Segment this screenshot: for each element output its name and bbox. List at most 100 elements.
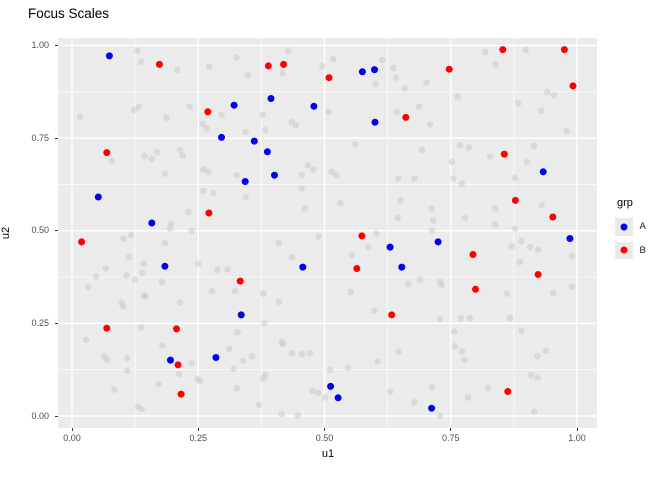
background-point: [428, 227, 436, 234]
background-point: [456, 141, 464, 149]
background-point: [138, 269, 146, 277]
data-point-grp-B: [445, 65, 453, 73]
background-point: [233, 54, 240, 61]
data-point-grp-B: [280, 60, 288, 68]
background-point: [123, 272, 130, 279]
data-point-grp-B: [402, 113, 410, 121]
background-point: [523, 158, 531, 166]
background-point: [179, 152, 186, 159]
plot-panel: [58, 38, 597, 428]
background-point: [203, 125, 211, 132]
background-point: [159, 342, 166, 349]
background-point: [395, 348, 403, 355]
background-point: [208, 287, 216, 295]
x-axis-tick-mark: [71, 428, 73, 431]
background-point: [506, 314, 514, 322]
data-point-grp-B: [569, 82, 577, 90]
y-axis-tick-mark: [55, 45, 58, 46]
data-point-grp-B: [560, 46, 568, 54]
background-point: [288, 254, 296, 261]
background-point: [218, 111, 225, 119]
background-point: [333, 171, 340, 179]
background-point: [315, 389, 322, 397]
background-point: [248, 353, 256, 360]
background-point: [111, 386, 118, 394]
data-point-grp-B: [205, 209, 213, 217]
background-point: [344, 364, 352, 371]
data-point-grp-A: [434, 238, 442, 246]
background-point: [76, 113, 84, 120]
data-point-grp-B: [264, 62, 272, 70]
background-point: [233, 384, 240, 392]
background-point: [294, 412, 301, 419]
data-point-grp-B: [204, 108, 212, 116]
y-axis-tick-label: 0.50: [31, 225, 49, 236]
background-point: [372, 80, 379, 88]
y-axis-tick-mark: [55, 230, 58, 232]
background-point: [131, 276, 139, 283]
scatter-plot-area: [58, 38, 597, 428]
background-point: [233, 171, 240, 179]
background-point: [530, 142, 538, 150]
background-point: [163, 114, 170, 121]
background-point: [186, 103, 193, 110]
background-point: [491, 221, 499, 228]
background-point: [301, 205, 309, 212]
data-point-grp-A: [566, 235, 574, 242]
legend-key: [615, 241, 633, 259]
background-point: [161, 239, 169, 247]
background-point: [158, 278, 166, 286]
background-point: [534, 374, 541, 381]
data-point-grp-A: [218, 133, 225, 141]
data-point-grp-B: [511, 196, 519, 204]
data-point-grp-A: [371, 66, 378, 74]
background-point: [563, 127, 570, 135]
background-point: [174, 66, 181, 74]
background-point: [140, 260, 147, 267]
data-point-grp-B: [549, 213, 557, 221]
y-axis-title: u2: [0, 226, 12, 240]
background-point: [389, 64, 397, 72]
background-point: [401, 85, 409, 92]
data-point-grp-A: [263, 148, 271, 156]
background-point: [188, 227, 195, 235]
background-point: [438, 281, 446, 289]
background-point: [259, 111, 266, 119]
background-point: [292, 122, 299, 129]
background-point: [224, 266, 231, 273]
legend-title: grp: [617, 197, 633, 209]
legend-item-B: B: [615, 241, 672, 259]
background-point: [205, 168, 212, 176]
background-point: [230, 365, 237, 373]
background-point: [298, 171, 306, 179]
background-point: [108, 157, 116, 165]
x-axis-title: u1: [321, 448, 335, 460]
background-point: [492, 61, 500, 68]
background-point: [195, 260, 202, 267]
data-point-grp-A: [250, 137, 258, 145]
background-point: [464, 394, 472, 401]
background-point: [347, 288, 355, 296]
background-point: [319, 62, 326, 70]
background-point: [135, 103, 142, 111]
background-point: [416, 276, 424, 283]
background-point: [137, 324, 145, 331]
data-point-grp-B: [358, 232, 366, 240]
background-point: [239, 357, 247, 365]
background-point: [394, 214, 402, 222]
background-point: [428, 205, 435, 212]
background-point: [436, 412, 444, 419]
background-point: [378, 56, 386, 64]
background-point: [275, 239, 282, 247]
background-point: [125, 253, 133, 261]
x-axis-tick-label: 0.75: [441, 433, 460, 443]
background-point: [244, 71, 251, 79]
background-point: [515, 100, 522, 107]
data-point-grp-A: [167, 356, 174, 364]
background-point: [196, 377, 204, 385]
background-point: [141, 293, 149, 300]
background-point: [511, 225, 519, 232]
background-point: [176, 299, 184, 306]
y-axis-tick-mark: [55, 322, 58, 324]
background-point: [306, 349, 314, 357]
